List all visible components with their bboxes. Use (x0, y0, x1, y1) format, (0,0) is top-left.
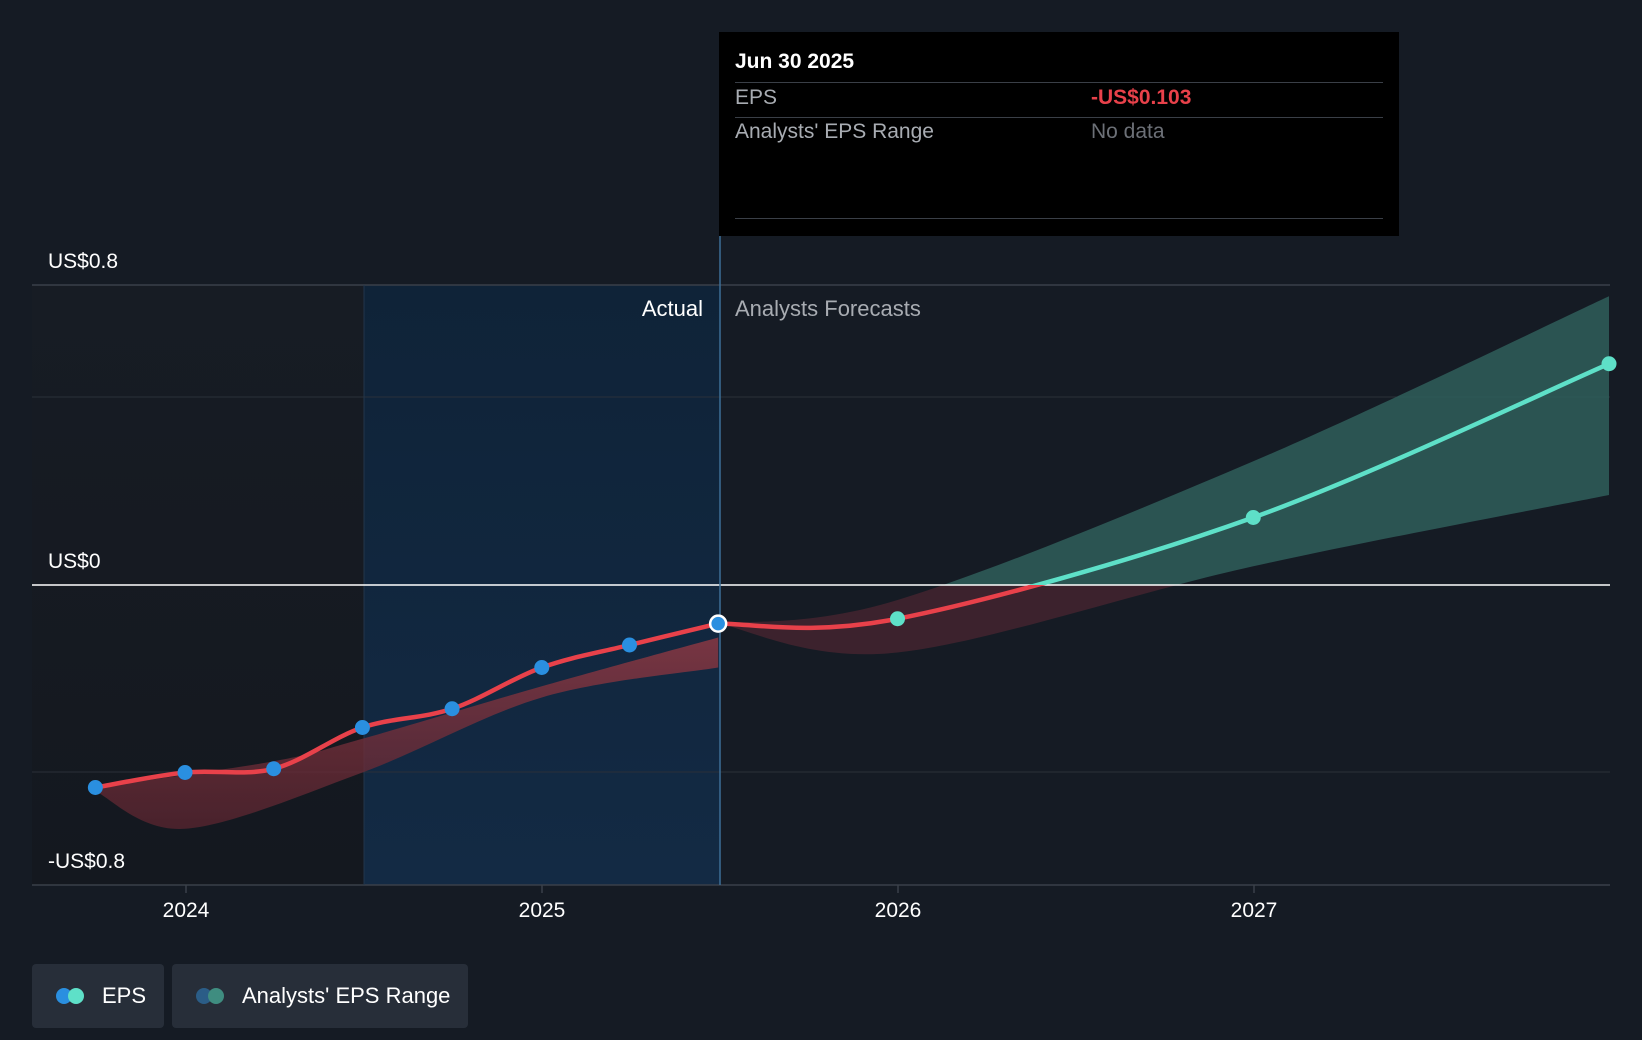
eps-markers (87, 356, 1617, 795)
eps-actual-point[interactable] (177, 765, 193, 780)
x-tick-label: 2026 (875, 899, 922, 922)
eps-actual-point[interactable] (354, 720, 370, 735)
tooltip-divider (735, 82, 1383, 83)
eps-actual-point[interactable] (534, 660, 550, 675)
eps-forecast-line-below-zero (715, 585, 1046, 631)
legend-range-label: Analysts' EPS Range (242, 983, 451, 1008)
legend-item-eps[interactable]: EPS (32, 964, 164, 1028)
forecast-region-label: Analysts Forecasts (735, 296, 921, 321)
tooltip-date: Jun 30 2025 (735, 50, 855, 73)
x-axis: 2024 2025 2026 2027 (163, 885, 1278, 922)
tooltip-eps-label: EPS (735, 86, 778, 109)
legend-eps-label: EPS (102, 983, 147, 1008)
y-label-bottom: -US$0.8 (48, 850, 125, 873)
eps-range-legend-icon (196, 987, 226, 1005)
eps-selected-point[interactable] (708, 614, 728, 633)
forecast-eps-range-area-below-zero (718, 585, 1178, 655)
tooltip: Jun 30 2025 EPS -US$0.103 Analysts' EPS … (719, 32, 1399, 236)
eps-actual-point[interactable] (87, 780, 103, 795)
x-tick-label: 2025 (519, 899, 566, 922)
eps-actual-point[interactable] (266, 761, 282, 777)
eps-forecast-point[interactable] (890, 611, 906, 627)
tooltip-range-label: Analysts' EPS Range (735, 120, 934, 143)
eps-actual-point[interactable] (444, 701, 460, 717)
forecast-eps-range-area-above-zero (943, 296, 1609, 585)
tooltip-divider (735, 218, 1383, 219)
tooltip-eps-value: -US$0.103 (1091, 86, 1192, 109)
eps-actual-line (93, 621, 721, 790)
eps-forecast-point[interactable] (1245, 510, 1261, 525)
x-tick-label: 2024 (163, 899, 210, 922)
eps-actual-point[interactable] (621, 637, 637, 653)
eps-legend-icon (56, 987, 86, 1005)
tooltip-range-value: No data (1091, 120, 1165, 143)
actual-region-label: Actual (642, 296, 703, 321)
eps-forecast-point[interactable] (1601, 356, 1617, 372)
tooltip-divider (735, 117, 1383, 118)
actual-eps-range-area (95, 637, 719, 829)
x-tick-label: 2027 (1231, 899, 1278, 922)
y-label-top: US$0.8 (48, 250, 118, 273)
legend-item-eps-range[interactable]: Analysts' EPS Range (172, 964, 468, 1028)
y-label-zero: US$0 (48, 550, 101, 573)
eps-forecast-line-above-zero (1028, 361, 1610, 585)
